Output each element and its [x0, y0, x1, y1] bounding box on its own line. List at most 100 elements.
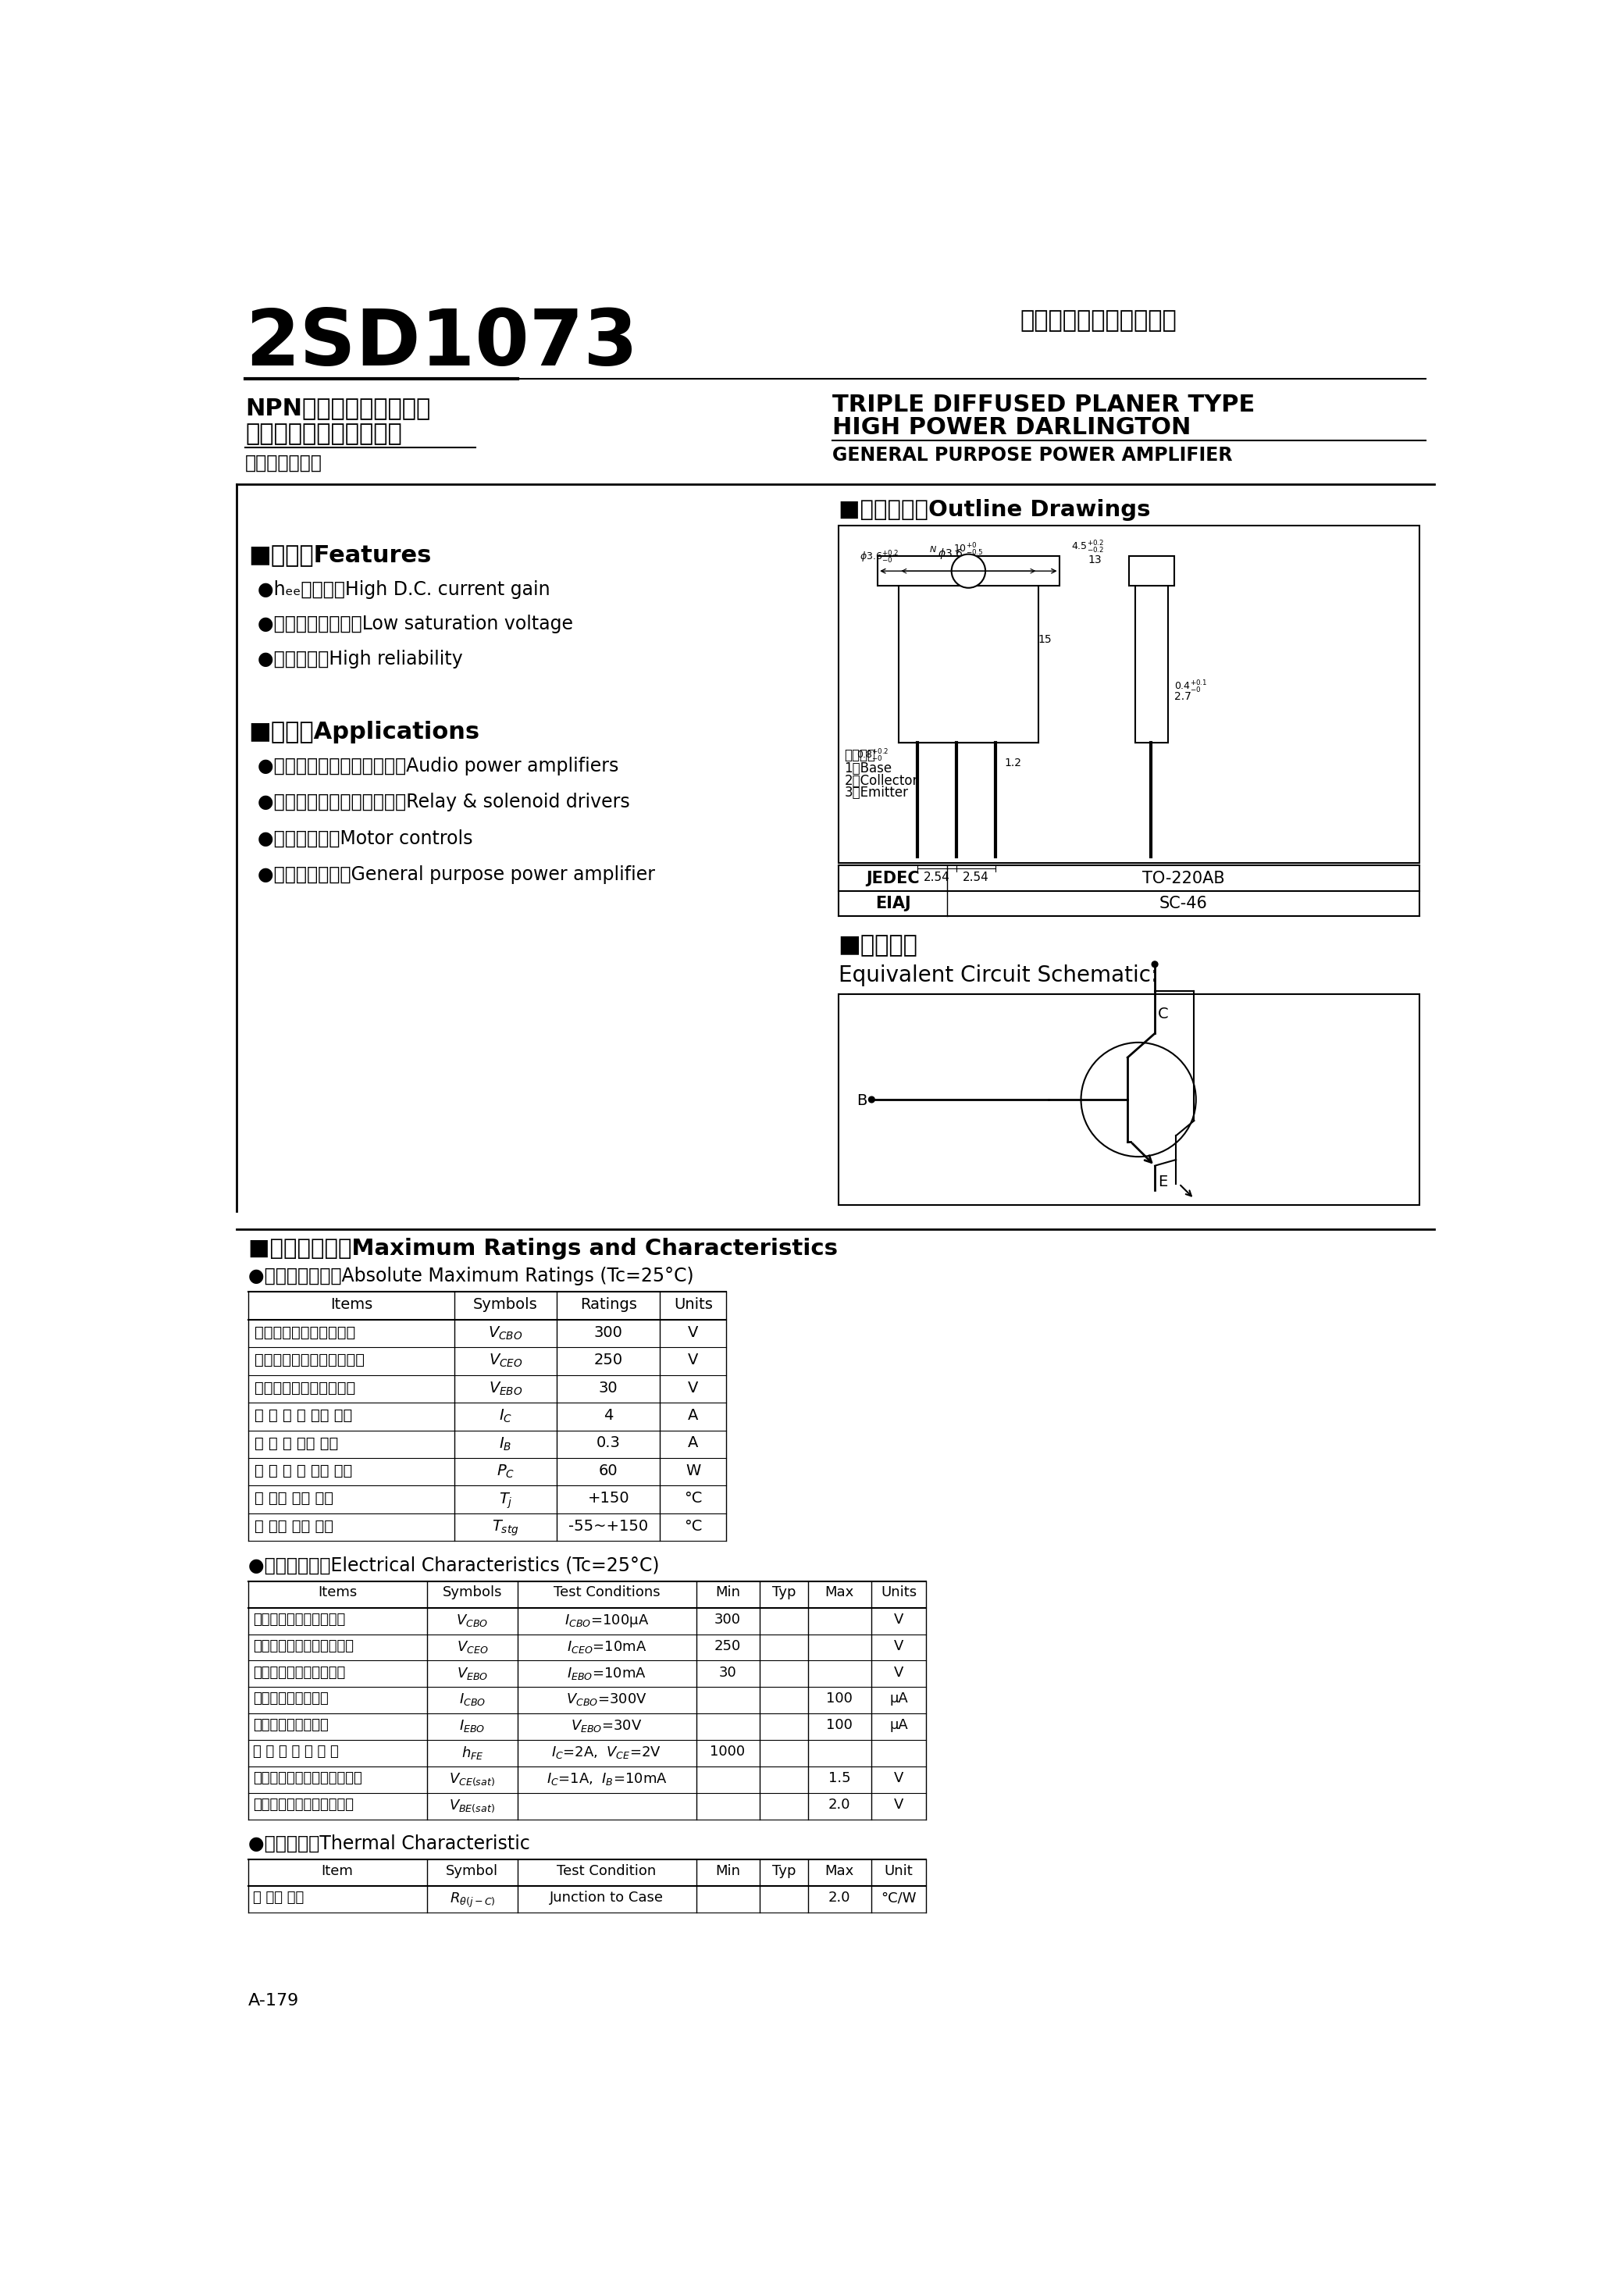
Text: 0.8$^{+0.2}_{-0}$: 0.8$^{+0.2}_{-0}$ — [856, 749, 888, 763]
Text: コレクタしゃ断電流: コレクタしゃ断電流 — [253, 1693, 328, 1706]
Text: -55~+150: -55~+150 — [568, 1519, 648, 1533]
Text: ■等価回路: ■等価回路 — [838, 934, 918, 957]
Circle shape — [869, 1096, 875, 1103]
Text: $V_{CBO}$: $V_{CBO}$ — [489, 1326, 523, 1342]
Text: $I_C$=1A,  $I_B$=10mA: $I_C$=1A, $I_B$=10mA — [546, 1772, 667, 1786]
Text: $T_j$: $T_j$ — [499, 1492, 513, 1510]
Text: Equivalent Circuit Schematic:: Equivalent Circuit Schematic: — [838, 964, 1158, 986]
Text: 2.54: 2.54 — [922, 872, 950, 884]
Text: A: A — [689, 1435, 698, 1451]
Text: $V_{CBO}$: $V_{CBO}$ — [456, 1613, 489, 1629]
Text: ●絶対最大定格：Absolute Maximum Ratings (Tc=25°C): ●絶対最大定格：Absolute Maximum Ratings (Tc=25°… — [248, 1267, 693, 1285]
Text: コレクタ・ベース間電圧: コレクタ・ベース間電圧 — [255, 1326, 356, 1339]
Text: V: V — [689, 1326, 698, 1339]
Text: ハイパワーダーリントン: ハイパワーダーリントン — [245, 421, 403, 444]
Text: 熱 　抗 　抗: 熱 抗 抗 — [253, 1891, 304, 1904]
Text: SC-46: SC-46 — [1160, 895, 1207, 911]
Text: $V_{EBO}$: $V_{EBO}$ — [456, 1665, 489, 1681]
Text: Test Conditions: Test Conditions — [554, 1585, 659, 1599]
Text: $I_C$: $I_C$ — [499, 1408, 512, 1424]
Bar — [898, 581, 1038, 743]
Text: $I_B$: $I_B$ — [499, 1435, 512, 1453]
Bar — [838, 993, 1419, 1205]
Text: Typ: Typ — [771, 1585, 796, 1599]
Text: 300: 300 — [594, 1326, 624, 1339]
Text: W: W — [685, 1462, 700, 1478]
Text: 直 流 電 流 増 幅 率: 直 流 電 流 増 幅 率 — [253, 1745, 339, 1759]
Text: $V_{BE(sat)}$: $V_{BE(sat)}$ — [450, 1797, 495, 1813]
Text: Min: Min — [715, 1585, 741, 1599]
Text: エミッタ・ベース間電圧: エミッタ・ベース間電圧 — [255, 1380, 356, 1394]
Text: ●餐和電圧が低い　Low saturation voltage: ●餐和電圧が低い Low saturation voltage — [258, 615, 573, 633]
Text: 富士パワートランジスタ: 富士パワートランジスタ — [1020, 310, 1177, 333]
Text: 1000: 1000 — [710, 1745, 745, 1759]
Text: TO-220AB: TO-220AB — [1142, 870, 1224, 886]
Text: ●hₑₑが高い　High D.C. current gain: ●hₑₑが高い High D.C. current gain — [258, 581, 551, 599]
Text: NPN三重拡散プレーナ形: NPN三重拡散プレーナ形 — [245, 396, 430, 419]
Text: Min: Min — [715, 1863, 741, 1877]
Text: °C/W: °C/W — [882, 1891, 916, 1904]
Text: Items: Items — [330, 1296, 372, 1312]
Text: °C: °C — [684, 1519, 702, 1533]
Text: ●オーディオパワーアンプ　Audio power amplifiers: ●オーディオパワーアンプ Audio power amplifiers — [258, 756, 619, 775]
Text: A: A — [689, 1408, 698, 1424]
Text: $R_{\theta(j-C)}$: $R_{\theta(j-C)}$ — [450, 1891, 495, 1909]
Text: $I_{EBO}$: $I_{EBO}$ — [460, 1718, 486, 1734]
Text: $I_{EBO}$=10mA: $I_{EBO}$=10mA — [567, 1665, 646, 1681]
Text: EIAJ: EIAJ — [875, 895, 911, 911]
Text: 保 　存 　温 　度: 保 存 温 度 — [255, 1519, 333, 1533]
Text: V: V — [895, 1638, 903, 1654]
Text: 100: 100 — [827, 1693, 853, 1706]
Circle shape — [1151, 961, 1158, 968]
Text: ●リレー，ソレノイド駆動　Relay & solenoid drivers: ●リレー，ソレノイド駆動 Relay & solenoid drivers — [258, 793, 630, 811]
Text: $I_{CEO}$=10mA: $I_{CEO}$=10mA — [567, 1638, 646, 1654]
Text: $V_{EBO}$=30V: $V_{EBO}$=30V — [572, 1718, 643, 1734]
Text: Symbol: Symbol — [447, 1863, 499, 1877]
Text: $N$: $N$ — [929, 544, 937, 554]
Text: Unit: Unit — [885, 1863, 913, 1877]
Bar — [1135, 581, 1168, 743]
Text: $V_{CEO}$: $V_{CEO}$ — [456, 1638, 489, 1654]
Text: Junction to Case: Junction to Case — [549, 1891, 664, 1904]
Text: $I_{CBO}$=100μA: $I_{CBO}$=100μA — [565, 1613, 650, 1629]
Text: +150: +150 — [588, 1492, 630, 1506]
Text: 接 　合 　温 　度: 接 合 温 度 — [255, 1492, 333, 1506]
Text: V: V — [895, 1665, 903, 1679]
Text: ■用途：Applications: ■用途：Applications — [248, 720, 479, 743]
Text: 2.54: 2.54 — [963, 872, 989, 884]
Text: μA: μA — [890, 1693, 908, 1706]
Text: C: C — [1158, 1007, 1169, 1021]
Text: $h_{FE}$: $h_{FE}$ — [461, 1745, 484, 1761]
Text: 30: 30 — [719, 1665, 737, 1679]
Text: V: V — [895, 1797, 903, 1811]
Text: Symbols: Symbols — [473, 1296, 538, 1312]
Text: $\phi$3.6: $\phi$3.6 — [937, 547, 963, 560]
Text: 4: 4 — [604, 1408, 614, 1424]
Text: HIGH POWER DARLINGTON: HIGH POWER DARLINGTON — [833, 417, 1190, 440]
Text: コレクタ・ベース間電圧: コレクタ・ベース間電圧 — [253, 1613, 346, 1626]
Text: 30: 30 — [599, 1380, 619, 1394]
Text: ●高信頼性　High reliability: ●高信頼性 High reliability — [258, 649, 463, 667]
Circle shape — [952, 554, 986, 588]
Text: 250: 250 — [715, 1638, 741, 1654]
Text: ■特長：Features: ■特長：Features — [248, 544, 432, 567]
Bar — [1129, 556, 1174, 585]
Text: 1.5: 1.5 — [828, 1772, 851, 1786]
Text: 1.2: 1.2 — [1005, 756, 1021, 768]
Text: 0.3: 0.3 — [596, 1435, 620, 1451]
Text: $V_{CBO}$=300V: $V_{CBO}$=300V — [567, 1693, 646, 1708]
Text: $I_{CBO}$: $I_{CBO}$ — [460, 1693, 486, 1708]
Text: 3：Emitter: 3：Emitter — [844, 786, 908, 800]
Text: $T_{stg}$: $T_{stg}$ — [492, 1519, 520, 1538]
Text: 一般電力増幅用: 一般電力増幅用 — [245, 453, 323, 472]
Text: Max: Max — [825, 1863, 854, 1877]
Text: 4.5$^{+0.2}_{-0.2}$: 4.5$^{+0.2}_{-0.2}$ — [1072, 540, 1104, 556]
Text: B: B — [856, 1093, 867, 1109]
Text: 電極接続: 電極接続 — [844, 749, 875, 763]
Text: $P_C$: $P_C$ — [497, 1462, 515, 1481]
Text: Symbols: Symbols — [442, 1585, 502, 1599]
Text: ●熱的特性：Thermal Characteristic: ●熱的特性：Thermal Characteristic — [248, 1834, 529, 1852]
Text: ベ ー ス 　電 　流: ベ ー ス 電 流 — [255, 1435, 338, 1451]
Text: 13: 13 — [1088, 556, 1101, 565]
Text: Ratings: Ratings — [580, 1296, 637, 1312]
